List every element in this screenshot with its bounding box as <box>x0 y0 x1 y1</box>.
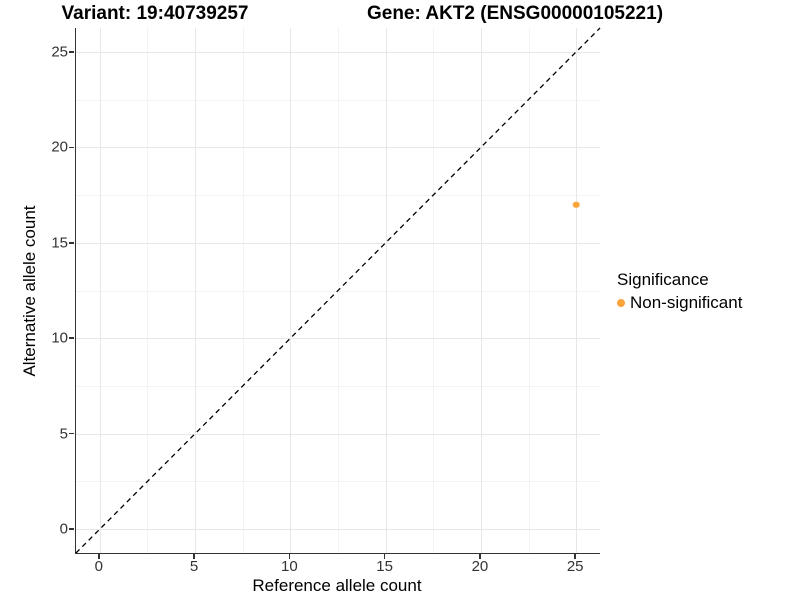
x-tick-label: 15 <box>376 558 393 575</box>
gridline <box>76 242 600 244</box>
x-tick-mark <box>574 554 576 559</box>
identity-dashed-line <box>75 27 601 554</box>
x-tick-mark <box>479 554 481 559</box>
y-tick-mark <box>69 432 74 435</box>
y-tick-mark <box>69 146 74 149</box>
y-tick-label: 10 <box>51 329 68 347</box>
x-tick-label: 10 <box>281 558 298 575</box>
plot-title-variant: Variant: 19:40739257 <box>61 3 249 24</box>
plot-panel <box>75 27 601 554</box>
legend-item: Non-significant <box>617 293 742 313</box>
y-tick-mark <box>69 528 74 530</box>
x-tick-mark <box>383 554 386 559</box>
gridline <box>76 147 600 149</box>
y-tick-label: 25 <box>51 43 68 61</box>
plot-title-gene: Gene: AKT2 (ENSG00000105221) <box>366 3 664 24</box>
gridline <box>385 28 387 553</box>
gridline <box>99 28 101 553</box>
y-tick-label: 0 <box>59 520 68 538</box>
x-axis-title: Reference allele count <box>252 576 422 595</box>
legend-point-swatch-icon <box>617 299 625 307</box>
x-tick-mark <box>193 554 195 559</box>
y-tick-mark <box>69 242 74 244</box>
gridline <box>76 51 600 53</box>
x-tick-label: 5 <box>189 558 199 575</box>
x-tick-label: 20 <box>471 558 489 575</box>
y-tick-label: 5 <box>59 425 68 443</box>
x-tick-label: 0 <box>94 558 103 575</box>
y-tick-label: 15 <box>51 234 68 252</box>
y-tick-label: 20 <box>51 138 68 156</box>
y-axis-title: Alternative allele count <box>20 205 39 377</box>
gridline <box>76 529 600 531</box>
gridline <box>195 28 197 553</box>
y-tick-mark <box>69 51 74 53</box>
data-point <box>572 201 580 208</box>
legend: Significance Non-significant <box>617 270 742 313</box>
gridline <box>76 433 600 435</box>
gridline <box>76 481 600 483</box>
y-tick-mark <box>69 337 74 339</box>
gridline <box>290 28 292 553</box>
gridline <box>480 28 482 553</box>
x-tick-mark <box>98 554 100 559</box>
legend-item-label: Non-significant <box>630 293 743 312</box>
gridline <box>76 338 600 340</box>
legend-title: Significance <box>617 270 709 289</box>
x-tick-label: 25 <box>566 558 584 575</box>
gridline <box>76 385 600 387</box>
gridline <box>576 28 578 553</box>
gridline <box>76 99 600 101</box>
gridline <box>76 195 600 197</box>
x-tick-mark <box>288 554 291 559</box>
